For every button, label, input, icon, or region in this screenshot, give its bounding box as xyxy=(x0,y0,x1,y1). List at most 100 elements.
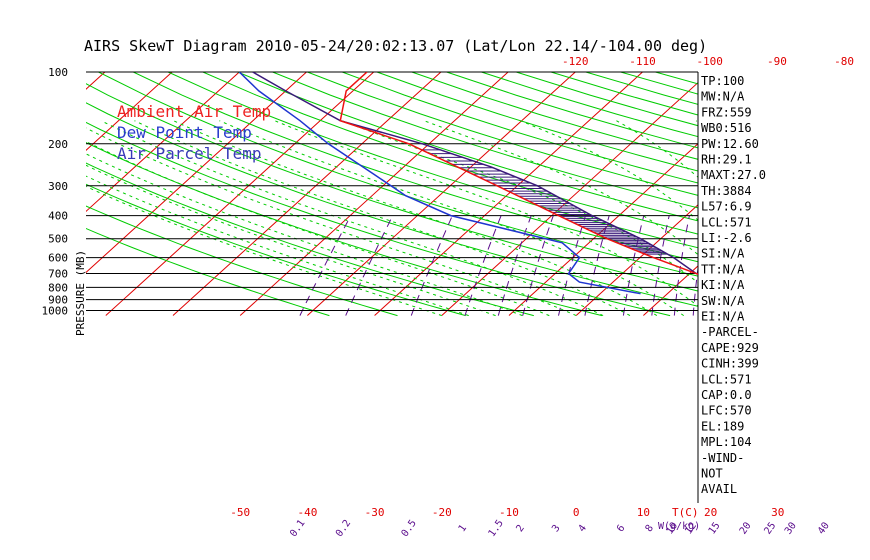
legend-entry: Ambient Air Temp xyxy=(117,102,271,121)
chart-title: AIRS SkewT Diagram 2010-05-24/20:02:13.0… xyxy=(84,37,707,55)
pressure-tick-label: 800 xyxy=(48,281,68,294)
dry-adiabat xyxy=(86,102,698,307)
mixing-ratio-tick-label: 20 xyxy=(738,520,754,536)
parcel-temp-line xyxy=(252,72,698,276)
isotherm-line xyxy=(845,72,870,316)
mixing-ratio-tick-label: 30 xyxy=(783,520,799,536)
isotherm-line xyxy=(105,72,375,316)
side-panel-item: TH:3884 xyxy=(701,184,752,198)
side-panel-item: SW:N/A xyxy=(701,294,745,308)
mixing-ratio-tick-label: 0.1 xyxy=(288,518,307,539)
mixing-ratio-tick-label: 40 xyxy=(816,520,832,536)
pressure-tick-label: 300 xyxy=(48,180,68,193)
dry-adiabat xyxy=(86,227,330,317)
dry-adiabat xyxy=(342,72,698,184)
mixing-ratio-line xyxy=(673,215,690,316)
dry-adiabat xyxy=(237,72,698,222)
side-panel-item: TT:N/A xyxy=(701,262,745,276)
isotherm-line xyxy=(575,204,698,316)
mixing-ratio-tick-label: 1.5 xyxy=(487,518,506,539)
pressure-tick-label: 1000 xyxy=(42,305,69,318)
mixing-ratio-line xyxy=(772,216,777,316)
top-temp-tick-label: -110 xyxy=(629,55,656,68)
mixing-ratio-tick-label: 8 xyxy=(644,523,656,534)
profiles xyxy=(238,72,698,295)
y-axis-label: PRESSURE (MB) xyxy=(74,250,87,336)
pressure-tick-label: 100 xyxy=(48,66,68,79)
pressure-tick-label: 600 xyxy=(48,252,68,265)
mixing-ratio-unit: W(g/kg) xyxy=(658,521,700,532)
bottom-temp-tick-label: 10 xyxy=(637,506,650,519)
moist-adiabat xyxy=(341,120,698,284)
top-temp-tick-label: -100 xyxy=(696,55,723,68)
mixing-ratio-line xyxy=(299,215,352,316)
dry-adiabat xyxy=(376,72,698,172)
isotherm-line xyxy=(86,72,173,151)
bottom-temp-tick-label: -20 xyxy=(432,506,452,519)
mixing-ratio-line xyxy=(651,215,670,316)
side-panel-item: WB0:516 xyxy=(701,121,752,135)
dry-adiabat xyxy=(98,72,698,277)
bottom-temp-tick-label: -40 xyxy=(297,506,317,519)
bottom-temp-tick-label: -30 xyxy=(365,506,385,519)
side-panel-item: PW:12.60 xyxy=(701,137,759,151)
pressure-tick-label: 700 xyxy=(48,268,68,281)
top-temp-ticks: -120-110-100-90-80-70-60-50-40 xyxy=(562,55,854,68)
moist-adiabat xyxy=(86,153,523,317)
mixing-ratio-tick-label: 2 xyxy=(514,523,526,534)
isotherm-line xyxy=(86,72,240,213)
mixing-ratio-line xyxy=(823,216,826,316)
side-panel-item: CAP:0.0 xyxy=(701,388,752,402)
side-panel-item: LI:-2.6 xyxy=(701,231,752,245)
side-panel-item: KI:N/A xyxy=(701,278,745,292)
mixing-ratio-line xyxy=(584,215,610,316)
dry-adiabat xyxy=(133,72,698,263)
mixing-ratio-line xyxy=(345,215,394,316)
side-panel-item: MPL:104 xyxy=(701,435,752,449)
mixing-ratio-tick-label: 15 xyxy=(707,520,723,536)
pressure-tick-label: 900 xyxy=(48,294,68,307)
mixing-ratio-tick-label: 25 xyxy=(762,520,778,536)
bottom-temp-tick-label: -10 xyxy=(499,506,519,519)
isotherm-line xyxy=(172,72,442,316)
mixing-ratio-line xyxy=(792,216,795,316)
side-panel-item: L57:6.9 xyxy=(701,200,752,214)
pressure-tick-label: 200 xyxy=(48,138,68,151)
mixing-ratio-tick-label: 6 xyxy=(615,523,627,534)
side-panel-item: CAPE:929 xyxy=(701,341,759,355)
dry-adiabat xyxy=(272,72,698,209)
mixing-ratio-tick-label: 3 xyxy=(550,523,562,534)
mixing-ratio-tick-label: 0.5 xyxy=(400,518,419,539)
isotherm-line xyxy=(239,72,509,316)
mixing-ratio-ticks: 0.1 0.2 0.5 1 1.5 2 3 4 6 8 10 12 15 20 25 30 40 xyxy=(288,518,832,539)
side-panel-item: EI:N/A xyxy=(701,310,745,324)
mixing-ratio-tick-label: 0.2 xyxy=(334,518,353,539)
bottom-temp-ticks: -50 -40 -30 -20 -10 0 10 20 30 xyxy=(230,506,784,519)
dry-adiabat xyxy=(86,205,398,317)
bottom-temp-tick-label: 30 xyxy=(771,506,784,519)
top-temp-tick-label: -80 xyxy=(834,55,854,68)
side-panel-item: CINH:399 xyxy=(701,357,759,371)
mixing-ratio-tick-label: 4 xyxy=(577,523,589,534)
isotherm-line xyxy=(778,72,870,316)
side-panel-item: RH:29.1 xyxy=(701,153,752,167)
dry-adiabat xyxy=(307,72,698,196)
side-panel-item: EL:189 xyxy=(701,419,744,433)
side-panel-item: MAXT:27.0 xyxy=(701,168,766,182)
dry-adiabat xyxy=(86,183,466,317)
side-panel-item: -WIND- xyxy=(701,451,744,465)
top-temp-tick-label: -120 xyxy=(562,55,589,68)
x-axis-unit: T(C) xyxy=(672,506,699,519)
pressure-tick-label: 400 xyxy=(48,210,68,223)
isotherm-line xyxy=(307,72,576,316)
pressure-tick-label: 500 xyxy=(48,233,68,246)
mixing-ratio-line xyxy=(558,215,586,316)
moist-adiabat xyxy=(86,164,496,317)
side-panel-item: LFC:570 xyxy=(701,404,752,418)
dry-adiabat xyxy=(167,72,698,249)
grid-lines xyxy=(86,72,870,317)
side-panel-item: LCL:571 xyxy=(701,372,752,386)
dry-adiabat xyxy=(86,83,698,292)
